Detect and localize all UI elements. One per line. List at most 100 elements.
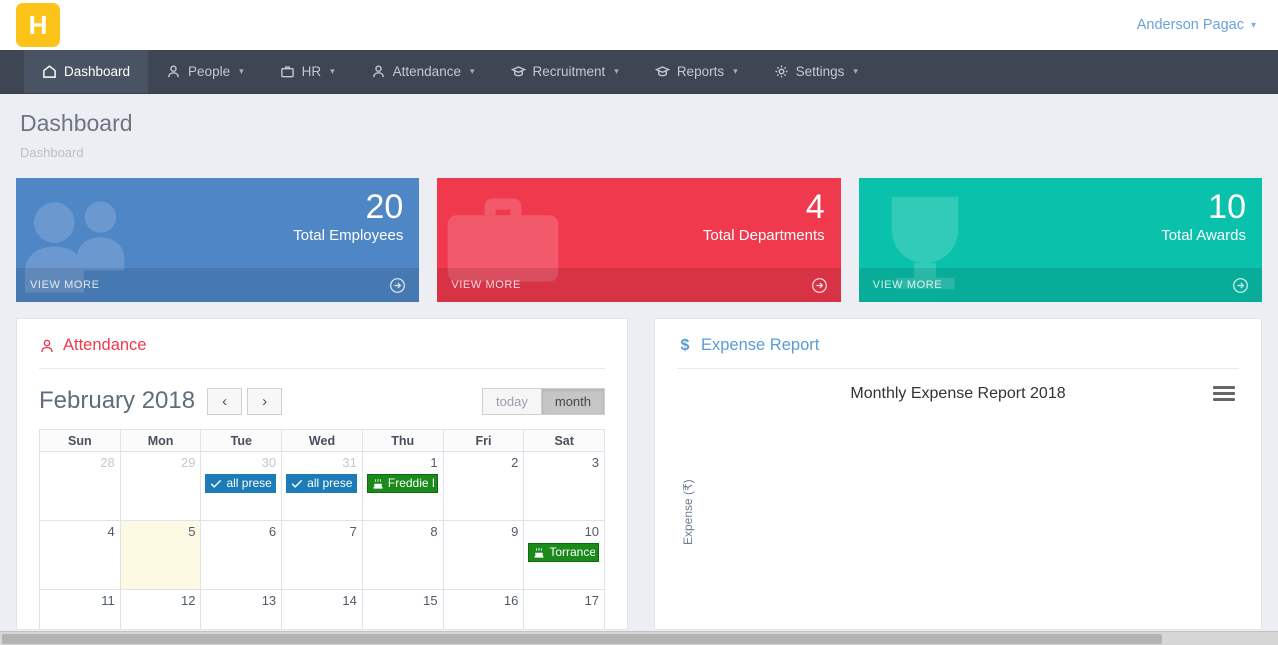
calendar-today-button[interactable]: today — [482, 387, 541, 415]
calendar-day-cell[interactable]: 3 — [524, 452, 605, 521]
weekday-mon: Mon — [120, 430, 202, 452]
nav-label: Settings — [795, 64, 845, 79]
calendar-day-cell[interactable]: 29 — [120, 452, 202, 521]
calendar-event-birthday[interactable]: Freddie Ke — [366, 473, 438, 493]
users-icon — [22, 182, 142, 300]
calendar-day-number: 11 — [101, 593, 115, 608]
view-more-label: VIEW MORE — [872, 279, 943, 291]
calendar-day-cell[interactable]: 8 — [362, 521, 444, 590]
user-menu[interactable]: Anderson Pagac ▾ — [1137, 17, 1256, 33]
view-more-label: VIEW MORE — [451, 279, 521, 291]
gear-icon — [774, 64, 789, 79]
calendar-month-button[interactable]: month — [540, 387, 605, 415]
hamburger-icon[interactable] — [1213, 383, 1235, 403]
calendar-day-cell[interactable]: 30 all present — [201, 452, 283, 521]
view-more-button[interactable]: VIEW MORE — [437, 268, 841, 302]
calendar-day-number: 30 — [261, 455, 277, 470]
calendar-day-cell[interactable]: 5 — [120, 521, 202, 590]
stat-value: 20 — [365, 188, 404, 226]
stat-card-total-employees[interactable]: 20 Total Employees VIEW MORE — [16, 178, 420, 302]
page-header: Dashboard Dashboard — [0, 94, 1278, 160]
stat-card-body: 4 Total Departments — [437, 178, 840, 268]
horizontal-scrollbar[interactable] — [0, 631, 1278, 645]
calendar-day-cell[interactable]: 15 — [363, 590, 444, 629]
chart-y-axis-label: Expense (₹) — [681, 479, 695, 545]
chevron-down-icon: ▾ — [469, 66, 475, 76]
nav-item-dashboard[interactable]: Dashboard — [24, 50, 149, 93]
calendar-day-cell[interactable]: 16 — [444, 590, 525, 629]
nav-item-settings[interactable]: Settings ▾ — [756, 50, 876, 93]
calendar-day-cell[interactable]: 6 — [201, 521, 283, 590]
briefcase-icon — [443, 182, 563, 300]
calendar-day-cell[interactable]: 17 — [524, 590, 604, 629]
calendar: February 2018 ‹ › today month Sun Mon Tu… — [17, 369, 627, 629]
nav-item-recruitment[interactable]: Recruitment ▾ — [493, 50, 637, 93]
nav-item-people[interactable]: People ▾ — [148, 50, 262, 93]
calendar-nav-buttons: ‹ › — [207, 387, 283, 415]
calendar-day-cell[interactable]: 14 — [282, 590, 363, 629]
view-more-button[interactable]: VIEW MORE — [858, 268, 1262, 302]
chevron-down-icon: ▾ — [239, 66, 244, 76]
stat-label: Total Departments — [702, 226, 825, 244]
calendar-day-number: 29 — [180, 455, 196, 470]
expense-chart: Monthly Expense Report 2018 Expense (₹) — [655, 369, 1261, 629]
nav-item-attendance[interactable]: Attendance ▾ — [353, 50, 493, 93]
cake-icon — [372, 477, 384, 489]
page-title: Dashboard — [20, 110, 133, 136]
stat-label: Total Employees — [293, 226, 404, 244]
weekday-wed: Wed — [282, 430, 363, 452]
calendar-day-cell[interactable]: 13 — [201, 590, 283, 629]
calendar-week-row: 11 12 13 14 15 16 17 — [40, 590, 604, 629]
calendar-next-button[interactable]: › — [247, 387, 283, 415]
calendar-event-all-present[interactable]: all present — [205, 473, 277, 493]
calendar-day-number: 5 — [188, 524, 196, 539]
attendance-panel: Attendance February 2018 ‹ › today month — [16, 318, 628, 630]
calendar-toolbar: February 2018 ‹ › today month — [39, 387, 605, 415]
graduation-icon — [510, 64, 526, 79]
calendar-day-cell[interactable]: 10 Torrance Z — [524, 521, 605, 590]
nav-label: People — [188, 64, 231, 79]
calendar-day-cell[interactable]: 11 — [40, 590, 121, 629]
nav-item-reports[interactable]: Reports ▾ — [637, 50, 756, 93]
scrollbar-thumb[interactable] — [2, 634, 1162, 644]
calendar-day-cell[interactable]: 12 — [121, 590, 202, 629]
dollar-icon: $ — [680, 336, 690, 354]
calendar-day-cell[interactable]: 2 — [443, 452, 525, 521]
calendar-event-birthday[interactable]: Torrance Z — [528, 542, 600, 562]
attendance-panel-header: Attendance — [17, 319, 627, 368]
calendar-event-all-present[interactable]: all present — [286, 473, 357, 493]
calendar-week-row: 4 5 6 7 8 9 10 Torrance Z — [40, 521, 605, 590]
home-icon — [42, 64, 57, 79]
calendar-title-group: February 2018 ‹ › — [39, 387, 283, 415]
calendar-day-number: 14 — [342, 593, 357, 608]
expense-panel-title: Expense Report — [701, 336, 820, 354]
check-icon — [291, 477, 303, 489]
calendar-prev-button[interactable]: ‹ — [207, 387, 243, 415]
calendar-day-cell[interactable]: 4 — [40, 521, 121, 590]
calendar-title: February 2018 — [39, 387, 196, 414]
breadcrumb: Dashboard — [20, 145, 84, 160]
calendar-day-cell[interactable]: 31 all present — [282, 452, 363, 521]
stat-card-total-awards[interactable]: 10 Total Awards VIEW MORE — [858, 178, 1262, 302]
calendar-day-number: 9 — [511, 524, 519, 539]
arrow-circle-right-icon — [1232, 277, 1249, 294]
calendar-day-number: 4 — [107, 524, 115, 539]
calendar-day-cell[interactable]: 28 — [40, 452, 121, 521]
nav-label: Recruitment — [532, 64, 606, 79]
stat-cards: 20 Total Employees VIEW MORE 4 Total Dep… — [0, 160, 1278, 302]
calendar-view-buttons: today month — [482, 387, 605, 415]
stat-card-total-departments[interactable]: 4 Total Departments VIEW MORE — [437, 178, 841, 302]
nav-label: Reports — [676, 64, 725, 79]
calendar-day-cell[interactable]: 1 Freddie Ke — [362, 452, 444, 521]
view-more-button[interactable]: VIEW MORE — [16, 268, 420, 302]
brand-logo[interactable]: H — [16, 3, 60, 47]
check-icon — [210, 477, 222, 489]
calendar-day-cell[interactable]: 7 — [282, 521, 363, 590]
calendar-day-number: 8 — [430, 524, 438, 539]
dashboard-panels: Attendance February 2018 ‹ › today month — [0, 302, 1278, 630]
nav-item-hr[interactable]: HR ▾ — [262, 50, 353, 93]
calendar-day-number: 7 — [349, 524, 357, 539]
chevron-down-icon: ▾ — [733, 66, 738, 76]
calendar-day-cell[interactable]: 9 — [443, 521, 525, 590]
